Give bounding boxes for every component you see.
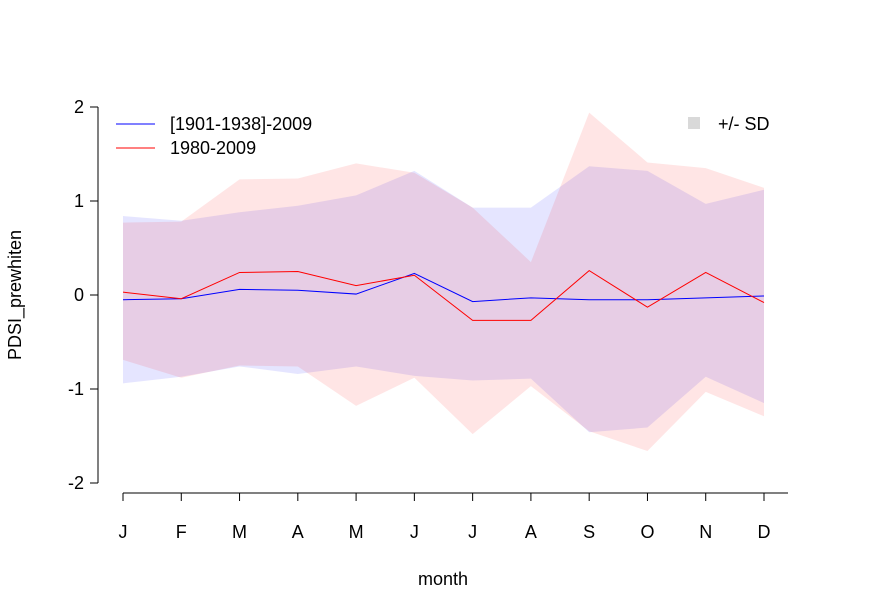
y-tick-label: 2 xyxy=(74,97,84,117)
series-line-2 xyxy=(122,269,765,321)
x-tick-label: F xyxy=(176,522,187,542)
x-tick-label: A xyxy=(292,522,304,542)
y-axis-title: PDSI_prewhiten xyxy=(5,230,26,360)
legend-label-sd: +/- SD xyxy=(718,114,770,134)
x-axis-title: month xyxy=(418,569,468,589)
legend-label-series-2: 1980-2009 xyxy=(170,138,256,158)
y-tick-label: 1 xyxy=(74,191,84,211)
y-tick-label: -1 xyxy=(68,379,84,399)
legend: [1901-1938]-2009 1980-2009 +/- SD xyxy=(116,114,770,158)
x-tick-label: S xyxy=(583,522,595,542)
y-tick-label: -2 xyxy=(68,473,84,493)
x-tick-label: J xyxy=(468,522,477,542)
x-tick-label: M xyxy=(349,522,364,542)
y-tick-label: 0 xyxy=(74,285,84,305)
series-line-1 xyxy=(122,272,765,303)
x-tick-label: D xyxy=(758,522,771,542)
x-tick-label: M xyxy=(232,522,247,542)
x-tick-label: J xyxy=(119,522,128,542)
series-lines xyxy=(122,269,765,321)
x-tick-label: N xyxy=(699,522,712,542)
axes: -2 -1 0 1 2 J F M A M J J A S O N D xyxy=(68,97,788,542)
sd-band-series-1 xyxy=(123,166,764,433)
x-tick-label: O xyxy=(640,522,654,542)
legend-label-series-1: [1901-1938]-2009 xyxy=(170,114,312,134)
x-tick-label: J xyxy=(410,522,419,542)
x-tick-label: A xyxy=(525,522,537,542)
sd-bands xyxy=(123,112,764,452)
legend-swatch-sd xyxy=(688,117,700,129)
sd-band-series-2 xyxy=(123,112,764,452)
